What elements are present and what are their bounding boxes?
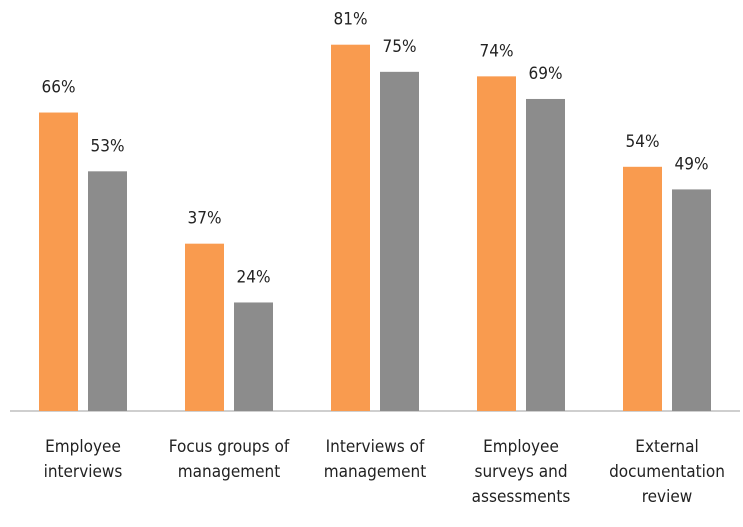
bar — [526, 98, 565, 411]
data-label: 81% — [334, 10, 368, 30]
data-label: 74% — [480, 41, 514, 61]
data-label: 24% — [237, 267, 271, 287]
x-tick-label: Interviews of — [326, 437, 425, 457]
data-label: 53% — [91, 136, 125, 156]
bar — [88, 171, 127, 411]
x-tick-label: surveys and — [474, 462, 567, 482]
x-tick-label: documentation — [609, 462, 725, 482]
x-tick-label: Employee — [45, 437, 121, 457]
bar — [185, 243, 224, 411]
bar — [380, 71, 419, 411]
x-tick-label: assessments — [472, 487, 571, 507]
data-label: 49% — [675, 154, 709, 174]
data-label: 75% — [383, 37, 417, 57]
data-label: 37% — [188, 209, 222, 229]
x-tick-label: External — [635, 437, 698, 457]
x-tick-label: review — [642, 487, 693, 507]
x-tick-label: Employee — [483, 437, 559, 457]
data-label: 54% — [626, 132, 660, 152]
bar — [331, 44, 370, 411]
data-label: 69% — [529, 64, 563, 84]
x-tick-label: interviews — [44, 462, 123, 482]
x-tick-label: Focus groups of — [169, 437, 290, 457]
x-tick-label: management — [324, 462, 426, 482]
data-label: 66% — [42, 78, 76, 98]
bar — [672, 189, 711, 411]
x-tick-label: management — [178, 462, 280, 482]
bar — [477, 76, 516, 411]
bar — [623, 166, 662, 411]
bar — [39, 112, 78, 412]
bar — [234, 302, 273, 411]
